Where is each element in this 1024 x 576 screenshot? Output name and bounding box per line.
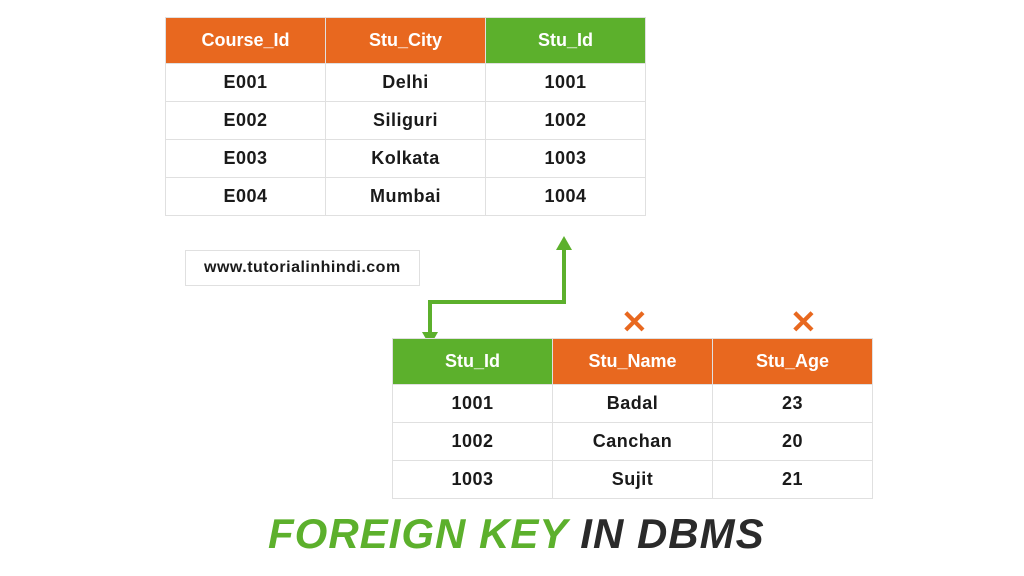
table2-header-1: Stu_Name: [553, 339, 713, 385]
table2-cell-0-1: Badal: [553, 385, 713, 423]
table2-cell-1-0: 1002: [393, 423, 553, 461]
student-table: Stu_IdStu_NameStu_Age 1001Badal231002Can…: [392, 338, 873, 499]
table2-cell-2-0: 1003: [393, 461, 553, 499]
table1-cell-3-0: E004: [166, 178, 326, 216]
table1-cell-1-2: 1002: [486, 102, 646, 140]
table1-cell-2-1: Kolkata: [326, 140, 486, 178]
table-row: 1001Badal23: [393, 385, 873, 423]
table-row: E003Kolkata1003: [166, 140, 646, 178]
cross-mark-1: ✕: [790, 303, 817, 341]
table2-cell-0-0: 1001: [393, 385, 553, 423]
table1-cell-0-2: 1001: [486, 64, 646, 102]
table2-header-0: Stu_Id: [393, 339, 553, 385]
title-part-1: IN DBMS: [568, 510, 765, 557]
table1-cell-2-2: 1003: [486, 140, 646, 178]
table1-cell-2-0: E003: [166, 140, 326, 178]
table1-cell-0-1: Delhi: [326, 64, 486, 102]
table1-header-1: Stu_City: [326, 18, 486, 64]
course-table: Course_IdStu_CityStu_Id E001Delhi1001E00…: [165, 17, 646, 216]
title-part-0: FOREIGN KEY: [268, 510, 568, 557]
table-row: E004Mumbai1004: [166, 178, 646, 216]
cross-mark-0: ✕: [621, 303, 648, 341]
table2-cell-1-1: Canchan: [553, 423, 713, 461]
table2-header-2: Stu_Age: [713, 339, 873, 385]
diagram-title: FOREIGN KEY IN DBMS: [268, 510, 765, 558]
table2-cell-2-1: Sujit: [553, 461, 713, 499]
table1-cell-3-1: Mumbai: [326, 178, 486, 216]
table1-header-2: Stu_Id: [486, 18, 646, 64]
table-row: 1002Canchan20: [393, 423, 873, 461]
table1-cell-3-2: 1004: [486, 178, 646, 216]
table-row: E002Siliguri1002: [166, 102, 646, 140]
table1-cell-1-1: Siliguri: [326, 102, 486, 140]
table-row: 1003Sujit21: [393, 461, 873, 499]
table2-cell-2-2: 21: [713, 461, 873, 499]
url-label: www.tutorialinhindi.com: [185, 250, 420, 286]
table1-header-0: Course_Id: [166, 18, 326, 64]
table1-cell-0-0: E001: [166, 64, 326, 102]
table2-cell-0-2: 23: [713, 385, 873, 423]
table-row: E001Delhi1001: [166, 64, 646, 102]
table2-cell-1-2: 20: [713, 423, 873, 461]
table1-cell-1-0: E002: [166, 102, 326, 140]
